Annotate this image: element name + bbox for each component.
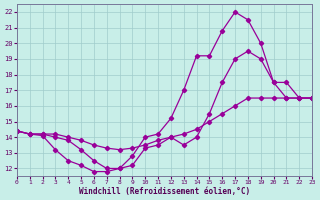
X-axis label: Windchill (Refroidissement éolien,°C): Windchill (Refroidissement éolien,°C) (79, 187, 250, 196)
